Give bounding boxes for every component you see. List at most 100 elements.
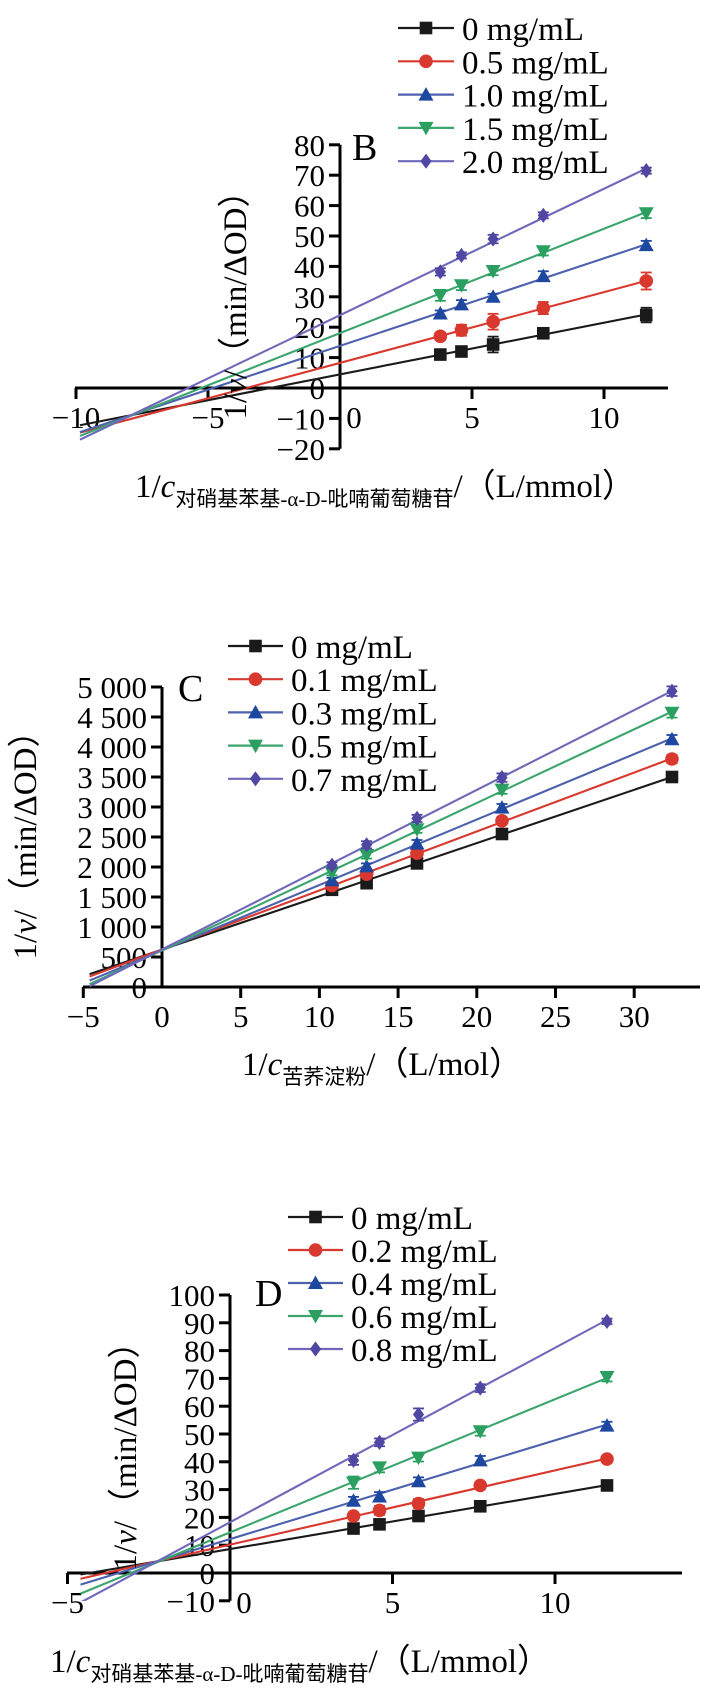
- triangle-up-marker: [638, 237, 654, 252]
- triangle-down-marker: [494, 783, 510, 798]
- series-2-0.4-mg-mL: [346, 1418, 615, 1507]
- triangle-up-marker: [535, 268, 551, 283]
- legend-label: 2.0 mg/mL: [462, 145, 609, 181]
- triangle-up-marker: [664, 731, 680, 746]
- square-marker: [373, 1518, 386, 1531]
- fit-line-series-3: [79, 211, 647, 437]
- legend-triangle-up-marker: [308, 1275, 323, 1289]
- fit-line-series-3: [89, 710, 673, 986]
- triangle-down-marker: [432, 289, 448, 303]
- y-tick-label: 2 000: [77, 850, 147, 885]
- legend-item: 0.6 mg/mL: [288, 1300, 498, 1336]
- diamond-marker: [411, 810, 423, 826]
- square-marker: [455, 345, 468, 358]
- y-tick-label: −10: [277, 401, 325, 436]
- x-tick-label: −5: [192, 400, 225, 435]
- y-tick-label: 2 500: [77, 820, 147, 855]
- x-tick-label: 0: [154, 999, 170, 1034]
- y-tick-label: 70: [184, 1361, 215, 1396]
- square-marker: [412, 1509, 425, 1523]
- legend-label: 0.5 mg/mL: [462, 45, 609, 81]
- triangle-down-marker: [453, 279, 469, 293]
- y-tick-label: −10: [167, 1584, 215, 1619]
- square-marker: [495, 827, 509, 841]
- y-tick-label: 40: [184, 1445, 215, 1480]
- triangle-up-marker: [485, 289, 501, 303]
- diamond-marker: [455, 247, 468, 264]
- triangle-down-marker: [372, 1461, 387, 1475]
- panel-letter-c: C: [178, 668, 203, 710]
- y-tick-label: 3 500: [77, 760, 147, 795]
- triangle-up-marker: [472, 1452, 488, 1467]
- triangle-up-marker: [599, 1418, 615, 1432]
- y-axis-title: 1/v/（min/ΔOD）: [8, 715, 44, 960]
- legend-item: 1.0 mg/mL: [398, 79, 609, 115]
- legend-circle-marker: [308, 1243, 323, 1257]
- y-tick-label: 1 500: [77, 880, 147, 915]
- circle-marker: [639, 274, 654, 288]
- triangle-up-marker: [359, 858, 375, 873]
- legend-item: 0.7 mg/mL: [228, 763, 438, 799]
- y-tick-label: 0: [200, 1556, 216, 1591]
- circle-marker: [495, 814, 509, 828]
- square-marker: [434, 348, 447, 361]
- series-0-0-mg-mL: [347, 1479, 614, 1535]
- fit-line-series-4: [81, 1318, 608, 1601]
- triangle-down-marker: [411, 1451, 426, 1466]
- legend-diamond-marker: [309, 1341, 322, 1357]
- circle-marker: [454, 323, 469, 338]
- y-tick-label: 20: [184, 1500, 215, 1535]
- legend-square-marker: [309, 1210, 322, 1224]
- series-2-1.0-mg-mL: [432, 237, 654, 320]
- square-marker: [347, 1522, 360, 1535]
- legend-item: 1.5 mg/mL: [398, 112, 609, 148]
- x-tick-label: 30: [619, 999, 650, 1034]
- y-tick-label: 30: [294, 280, 325, 315]
- x-tick-label: 20: [461, 999, 492, 1034]
- square-marker: [536, 326, 550, 340]
- x-tick-label: 25: [540, 999, 571, 1034]
- diamond-marker: [474, 1380, 486, 1396]
- y-tick-label: 4 000: [77, 730, 147, 765]
- fit-lines: [80, 1318, 608, 1601]
- y-tick-label: 0: [132, 970, 148, 1005]
- x-tick-label: −5: [67, 999, 100, 1034]
- circle-marker: [486, 314, 500, 329]
- legend-d: 0 mg/mL0.2 mg/mL0.4 mg/mL0.6 mg/mL0.8 mg…: [288, 1201, 498, 1369]
- legend-label: 0.3 mg/mL: [291, 696, 438, 732]
- y-tick-label: 60: [294, 189, 325, 224]
- diamond-marker: [601, 1313, 613, 1330]
- legend-b: 0 mg/mL0.5 mg/mL1.0 mg/mL1.5 mg/mL2.0 mg…: [398, 12, 609, 181]
- y-tick-label: 80: [184, 1334, 215, 1369]
- triangle-down-marker: [472, 1425, 488, 1439]
- triangle-up-marker: [409, 836, 425, 850]
- y-tick-label: 20: [294, 310, 325, 345]
- legend-label: 0.6 mg/mL: [351, 1300, 498, 1336]
- triangle-up-marker: [372, 1489, 387, 1503]
- square-marker: [486, 338, 500, 351]
- legend-item: 2.0 mg/mL: [398, 145, 609, 181]
- y-tick-label: 60: [184, 1389, 215, 1424]
- y-tick-label: 80: [294, 128, 325, 163]
- triangle-down-marker: [599, 1371, 615, 1385]
- fit-lines: [79, 167, 647, 441]
- diamond-marker: [361, 837, 373, 853]
- y-tick-label: 90: [184, 1306, 215, 1341]
- legend-circle-marker: [248, 672, 263, 686]
- y-tick-label: 50: [294, 219, 325, 254]
- legend-label: 0.1 mg/mL: [291, 663, 438, 699]
- legend-square-marker: [249, 639, 262, 653]
- series-1-0.2-mg-mL: [346, 1452, 614, 1523]
- series-3-0.5-mg-mL: [324, 706, 680, 880]
- legend-label: 1.5 mg/mL: [462, 112, 609, 148]
- legend-label: 0.8 mg/mL: [351, 1333, 498, 1369]
- legend-item: 0.1 mg/mL: [228, 663, 438, 699]
- diamond-marker: [537, 207, 549, 223]
- legend-diamond-marker: [249, 771, 262, 787]
- diamond-marker: [347, 1452, 360, 1469]
- series-4-0.8-mg-mL: [347, 1313, 613, 1469]
- x-tick-label: 0: [236, 1585, 252, 1620]
